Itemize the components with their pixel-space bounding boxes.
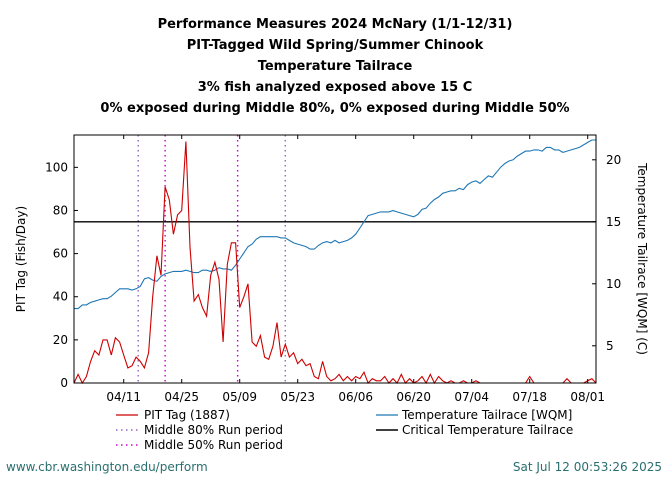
legend-mid80-label: Middle 80% Run period [144,423,283,437]
x-tick-label: 05/23 [280,390,315,404]
y-left-tick-label: 100 [45,160,68,174]
x-tick-label: 06/06 [338,390,373,404]
footer-timestamp: Sat Jul 12 00:53:26 2025 [512,460,662,474]
x-tick-label: 07/04 [454,390,489,404]
run-period-lines [137,135,286,383]
title-line-5: 0% exposed during Middle 80%, 0% exposed… [100,101,569,116]
y-right-tick-label: 10 [606,277,621,291]
x-tick-label: 07/18 [512,390,547,404]
legend-pit-label: PIT Tag (1887) [144,408,230,422]
y-left-tick-label: 60 [53,247,68,261]
y-right-tick-label: 20 [606,153,621,167]
y-left-tick-label: 40 [53,290,68,304]
legend-critical-label: Critical Temperature Tailrace [402,423,573,437]
y-left-tick-label: 0 [60,376,68,390]
footer-url: www.cbr.washington.edu/perform [6,460,208,474]
y-right-tick-label: 5 [606,339,614,353]
y-left-tick-label: 80 [53,203,68,217]
axis-ticks: 04/11 04/25 05/09 05/23 06/06 06/20 07/04 07/18… [45,135,621,404]
temperature-series-line [74,139,596,310]
chart-title: Performance Measures 2024 McNary (1/1-12… [100,17,569,116]
plot-area: 04/11 04/25 05/09 05/23 06/06 06/20 07/04 07/18… [45,134,621,404]
y-axis-right-label: Temperature Tailrace [WQM] (C) [635,162,649,355]
x-tick-label: 05/09 [222,390,257,404]
pit-tag-series-line [73,141,597,385]
y-right-tick-label: 15 [606,215,621,229]
y-left-tick-label: 20 [53,333,68,347]
legend: PIT Tag (1887) Temperature Tailrace [WQM… [116,408,573,452]
title-line-4: 3% fish analyzed exposed above 15 C [198,80,473,95]
x-tick-label: 08/01 [570,390,605,404]
legend-temp-label: Temperature Tailrace [WQM] [401,408,572,422]
plot-frame [73,134,597,384]
title-line-2: PIT-Tagged Wild Spring/Summer Chinook [187,38,484,53]
x-tick-label: 06/20 [396,390,431,404]
x-tick-label: 04/25 [164,390,199,404]
legend-mid50-label: Middle 50% Run period [144,438,283,452]
x-tick-label: 04/11 [106,390,141,404]
title-line-3: Temperature Tailrace [258,59,413,74]
y-axis-left-label: PIT Tag (Fish/Day) [14,206,28,312]
title-line-1: Performance Measures 2024 McNary (1/1-12… [158,17,513,32]
